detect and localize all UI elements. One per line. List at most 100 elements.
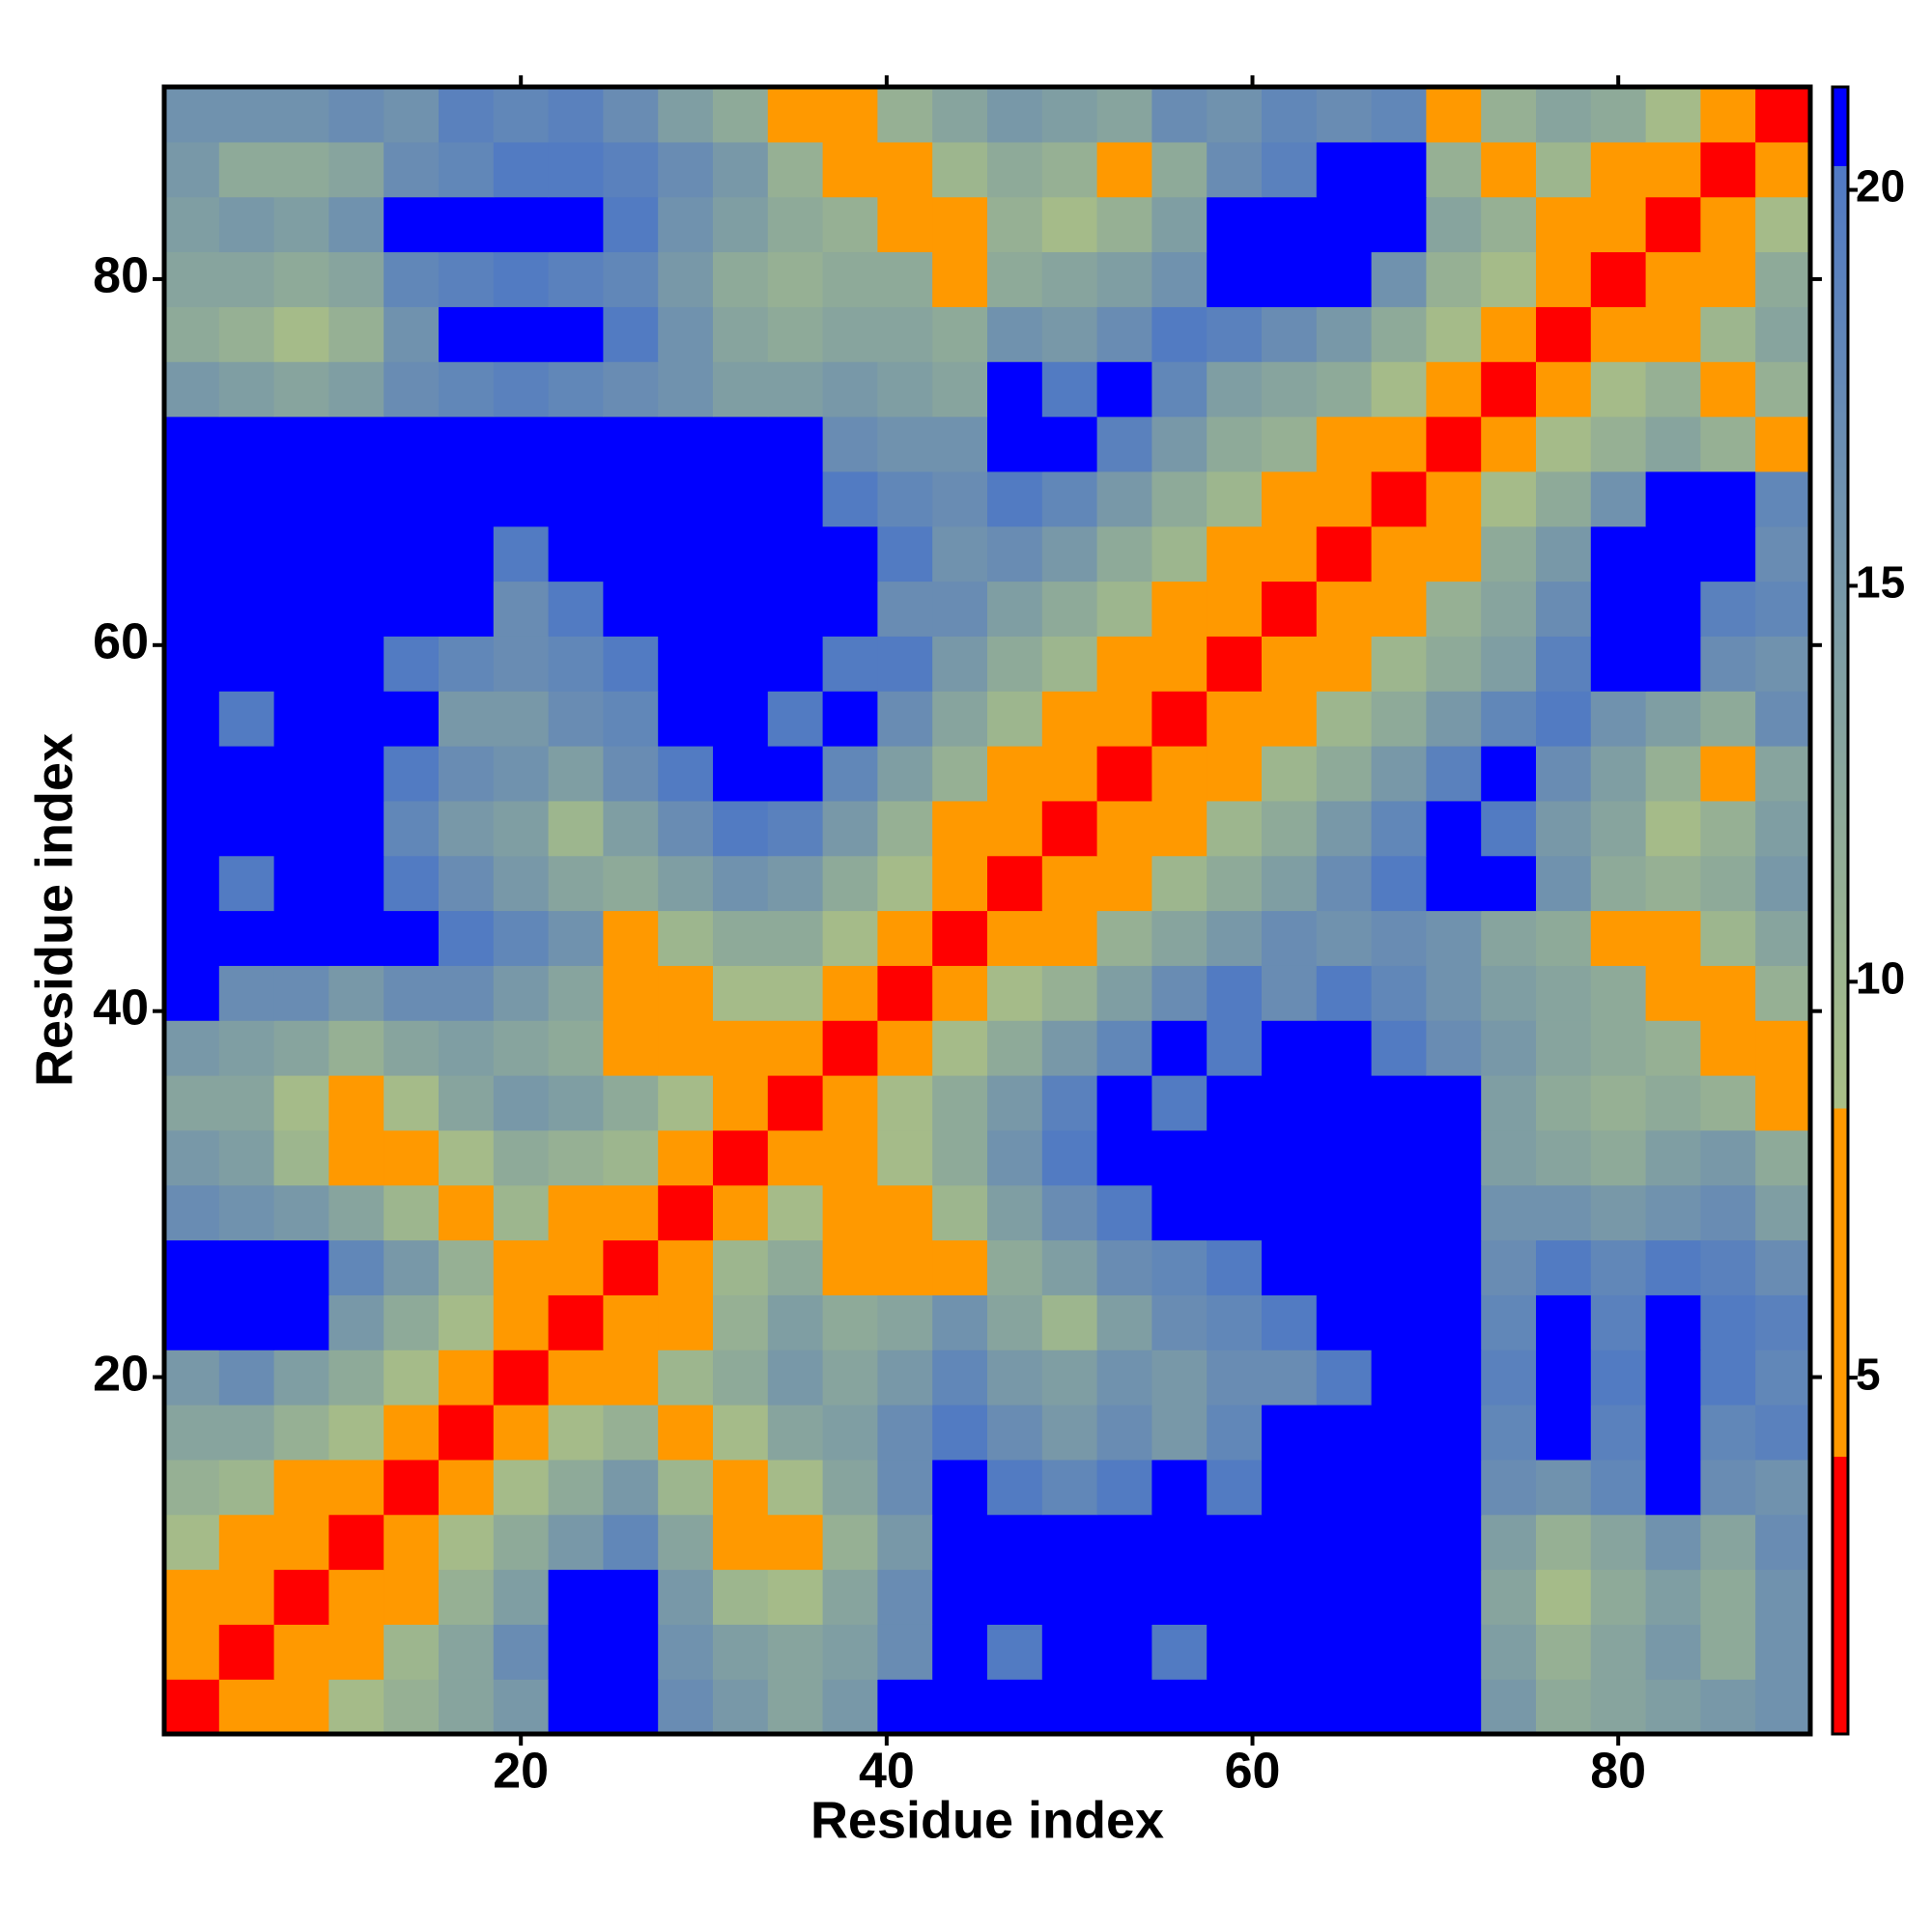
heatmap-cell (1645, 1624, 1701, 1680)
heatmap-cell (658, 1514, 714, 1571)
heatmap-cell (1590, 87, 1647, 143)
heatmap-cell (548, 1459, 604, 1516)
heatmap-cell (548, 581, 604, 637)
heatmap-cell (328, 1184, 384, 1241)
heatmap-cell (1316, 1459, 1373, 1516)
heatmap-cell (822, 1569, 878, 1625)
heatmap-cell (1371, 251, 1427, 307)
heatmap-cell (164, 1239, 220, 1295)
heatmap-cell (273, 196, 329, 253)
heatmap-cell (493, 581, 550, 637)
heatmap-cell (218, 1405, 275, 1461)
heatmap-cell (164, 636, 220, 692)
heatmap-cell (1151, 800, 1208, 857)
heatmap-cell (1755, 691, 1811, 747)
heatmap-cell (1262, 196, 1318, 253)
heatmap-cell (822, 1624, 878, 1680)
heatmap-cell (1262, 251, 1318, 307)
heatmap-cell (1371, 1679, 1427, 1735)
heatmap-cell (1371, 141, 1427, 198)
heatmap-cell (328, 1405, 384, 1461)
heatmap-cell (1755, 1459, 1811, 1516)
heatmap-cell (384, 800, 440, 857)
heatmap-cell (384, 1239, 440, 1295)
heatmap-cell (658, 1075, 714, 1131)
heatmap-cell (603, 910, 659, 966)
heatmap-cell (273, 691, 329, 747)
heatmap-cell (1096, 1129, 1152, 1186)
heatmap-cell (1371, 1405, 1427, 1461)
heatmap-cell (218, 1569, 275, 1625)
colorbar (1831, 85, 1850, 1736)
heatmap-cell (1207, 581, 1263, 637)
heatmap-cell (218, 87, 275, 143)
heatmap-cell (1151, 1624, 1208, 1680)
heatmap-cell (1151, 141, 1208, 198)
heatmap-cell (1426, 746, 1482, 802)
heatmap-cell (713, 196, 769, 253)
heatmap-cell (1590, 1624, 1647, 1680)
heatmap-cell (1262, 1184, 1318, 1241)
heatmap-cell (1096, 1020, 1152, 1076)
heatmap-cell (932, 746, 988, 802)
heatmap-cell (1096, 1514, 1152, 1571)
heatmap-cell (218, 746, 275, 802)
heatmap-cell (439, 965, 495, 1021)
heatmap-cell (767, 251, 824, 307)
heatmap-cell (877, 196, 933, 253)
heatmap-cell (1590, 855, 1647, 912)
heatmap-cell (1481, 1350, 1537, 1406)
heatmap-cell (1536, 910, 1592, 966)
heatmap-cell (273, 800, 329, 857)
heatmap-cell (1262, 87, 1318, 143)
heatmap-cell (1755, 196, 1811, 253)
heatmap-cell (713, 800, 769, 857)
heatmap-cell (1590, 1294, 1647, 1350)
heatmap-cell (1207, 1459, 1263, 1516)
heatmap-cell (1371, 1075, 1427, 1131)
heatmap-cell (439, 196, 495, 253)
heatmap-cell (822, 1514, 878, 1571)
heatmap-cell (1481, 306, 1537, 362)
heatmap-cell (1426, 1624, 1482, 1680)
heatmap-cell (164, 196, 220, 253)
heatmap-cell (1096, 306, 1152, 362)
heatmap-cell (1590, 581, 1647, 637)
heatmap-cell (1481, 691, 1537, 747)
heatmap-cell (1316, 416, 1373, 472)
heatmap-cell (603, 855, 659, 912)
heatmap-cell (767, 1075, 824, 1131)
heatmap-cell (1041, 470, 1098, 527)
heatmap-cell (1041, 1405, 1098, 1461)
heatmap-cell (1590, 1020, 1647, 1076)
heatmap-cell (1755, 855, 1811, 912)
heatmap-cell (1481, 965, 1537, 1021)
heatmap-cell (493, 1459, 550, 1516)
heatmap-cell (1316, 1239, 1373, 1295)
heatmap-cell (877, 1459, 933, 1516)
heatmap-cell (548, 1075, 604, 1131)
heatmap-cell (713, 251, 769, 307)
heatmap-cell (218, 691, 275, 747)
heatmap-cell (1536, 636, 1592, 692)
heatmap-cell (1207, 910, 1263, 966)
heatmap-cell (658, 910, 714, 966)
heatmap-cell (384, 581, 440, 637)
heatmap-cell (1481, 1569, 1537, 1625)
heatmap-cell (1262, 910, 1318, 966)
heatmap-cell (439, 87, 495, 143)
heatmap-cell (439, 1624, 495, 1680)
heatmap-cell (1700, 361, 1756, 417)
heatmap-cell (1590, 361, 1647, 417)
heatmap-cell (1151, 855, 1208, 912)
heatmap-cell (658, 1239, 714, 1295)
heatmap-cell (1151, 87, 1208, 143)
heatmap-cell (1096, 855, 1152, 912)
heatmap-cell (1096, 1350, 1152, 1406)
heatmap-cell (1481, 1075, 1537, 1131)
heatmap-cell (1316, 636, 1373, 692)
heatmap-cell (603, 1624, 659, 1680)
heatmap-cell (1262, 1569, 1318, 1625)
heatmap-cell (822, 306, 878, 362)
